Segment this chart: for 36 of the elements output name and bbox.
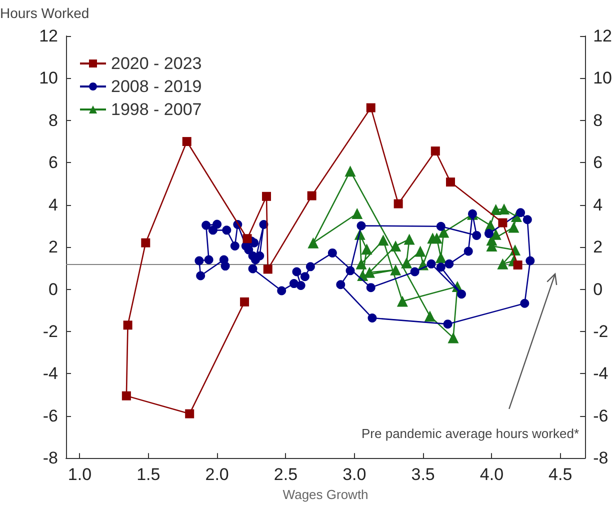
x-tick-label: 3.0 [342, 465, 366, 484]
y-tick-label: 8 [48, 110, 58, 130]
y-tick-label: -2 [42, 322, 58, 341]
y-tick-label: -8 [42, 448, 58, 468]
y-axis-title: Hours Worked [0, 5, 90, 21]
x-axis-title: Wages Growth [282, 487, 368, 502]
x-tick-label: 3.5 [411, 465, 435, 484]
y-tick-label: 6 [48, 153, 58, 172]
annotation: Pre pandemic average hours worked* [361, 426, 580, 441]
legend-label: 2020 - 2023 [111, 54, 202, 73]
x-tick-label: 4.0 [480, 465, 504, 484]
y-tick-label: 2 [48, 238, 58, 257]
legend-label: 1998 - 2007 [111, 100, 202, 119]
y2-tick-label: -6 [593, 406, 608, 426]
y2-tick-label: 10 [593, 68, 612, 88]
y2-tick-label: 12 [593, 26, 612, 46]
y2-tick-label: -2 [593, 322, 608, 341]
y2-tick-label: -8 [593, 448, 608, 468]
y-tick-label: 4 [48, 195, 58, 214]
y2-tick-label: 2 [593, 238, 603, 257]
y2-tick-label: 0 [593, 280, 603, 299]
x-tick-label: 2.5 [274, 465, 298, 484]
legend-label: 2008 - 2019 [111, 77, 202, 96]
y-tick-label: -4 [42, 364, 58, 384]
y-tick-label: -6 [42, 406, 58, 426]
y-tick-label: 0 [48, 280, 58, 299]
y2-tick-label: -4 [593, 364, 608, 384]
y2-tick-label: 8 [593, 110, 603, 130]
x-tick-label: 2.0 [205, 465, 229, 484]
y2-tick-label: 4 [593, 195, 603, 214]
x-tick-label: 1.5 [136, 465, 160, 484]
y-tick-label: 10 [39, 68, 58, 88]
x-tick-label: 1.0 [68, 465, 92, 484]
y-tick-label: 12 [39, 26, 58, 46]
y2-tick-label: 6 [593, 153, 603, 172]
x-tick-label: 4.5 [548, 465, 572, 484]
